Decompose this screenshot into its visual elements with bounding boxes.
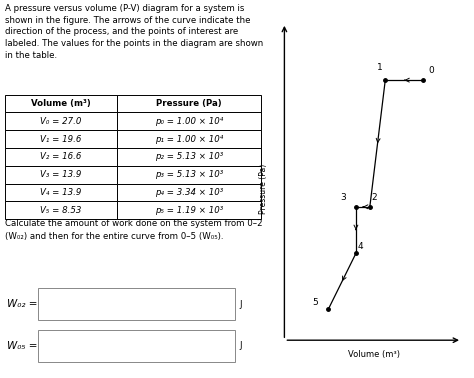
Bar xyxy=(5,201,118,219)
Bar xyxy=(118,148,261,166)
Text: J: J xyxy=(239,341,241,350)
Text: 4: 4 xyxy=(357,242,363,251)
Text: J: J xyxy=(239,300,241,309)
Bar xyxy=(38,288,235,320)
Text: W₀₂ =: W₀₂ = xyxy=(7,299,38,309)
Text: A pressure versus volume (P-V) diagram for a system is
shown in the figure. The : A pressure versus volume (P-V) diagram f… xyxy=(5,4,263,60)
Bar xyxy=(118,166,261,184)
Bar xyxy=(5,112,118,130)
Text: p₅ = 1.19 × 10³: p₅ = 1.19 × 10³ xyxy=(155,206,223,215)
Bar xyxy=(5,166,118,184)
Bar xyxy=(118,130,261,148)
Text: V₀ = 27.0: V₀ = 27.0 xyxy=(40,117,82,126)
Text: p₁ = 1.00 × 10⁴: p₁ = 1.00 × 10⁴ xyxy=(155,135,223,144)
Bar xyxy=(5,130,118,148)
Bar xyxy=(5,148,118,166)
Text: V₃ = 13.9: V₃ = 13.9 xyxy=(40,170,82,179)
Text: p₄ = 3.34 × 10³: p₄ = 3.34 × 10³ xyxy=(155,188,223,197)
Bar xyxy=(38,330,235,362)
Text: Pressure (Pa): Pressure (Pa) xyxy=(156,99,222,108)
Bar xyxy=(118,112,261,130)
Text: 2: 2 xyxy=(371,192,377,201)
Bar xyxy=(118,94,261,112)
Text: W₀₅ =: W₀₅ = xyxy=(7,341,38,351)
Bar xyxy=(118,201,261,219)
Text: V₂ = 16.6: V₂ = 16.6 xyxy=(40,152,82,161)
Text: 3: 3 xyxy=(340,192,346,201)
Text: 0: 0 xyxy=(428,66,434,75)
Text: Volume (m³): Volume (m³) xyxy=(31,99,91,108)
Text: Volume (m³): Volume (m³) xyxy=(348,350,401,359)
Bar xyxy=(5,184,118,201)
Text: Calculate the amount of work done on the system from 0–2
(W₀₂) and then for the : Calculate the amount of work done on the… xyxy=(5,219,263,241)
Text: 5: 5 xyxy=(312,297,319,307)
Text: p₀ = 1.00 × 10⁴: p₀ = 1.00 × 10⁴ xyxy=(155,117,223,126)
Text: V₅ = 8.53: V₅ = 8.53 xyxy=(40,206,82,215)
Text: V₁ = 19.6: V₁ = 19.6 xyxy=(40,135,82,144)
Text: V₄ = 13.9: V₄ = 13.9 xyxy=(40,188,82,197)
Text: Pressure (Pa): Pressure (Pa) xyxy=(259,164,267,214)
Text: 1: 1 xyxy=(377,64,383,72)
Bar xyxy=(5,94,118,112)
Text: p₂ = 5.13 × 10³: p₂ = 5.13 × 10³ xyxy=(155,152,223,161)
Text: p₃ = 5.13 × 10³: p₃ = 5.13 × 10³ xyxy=(155,170,223,179)
Bar xyxy=(118,184,261,201)
